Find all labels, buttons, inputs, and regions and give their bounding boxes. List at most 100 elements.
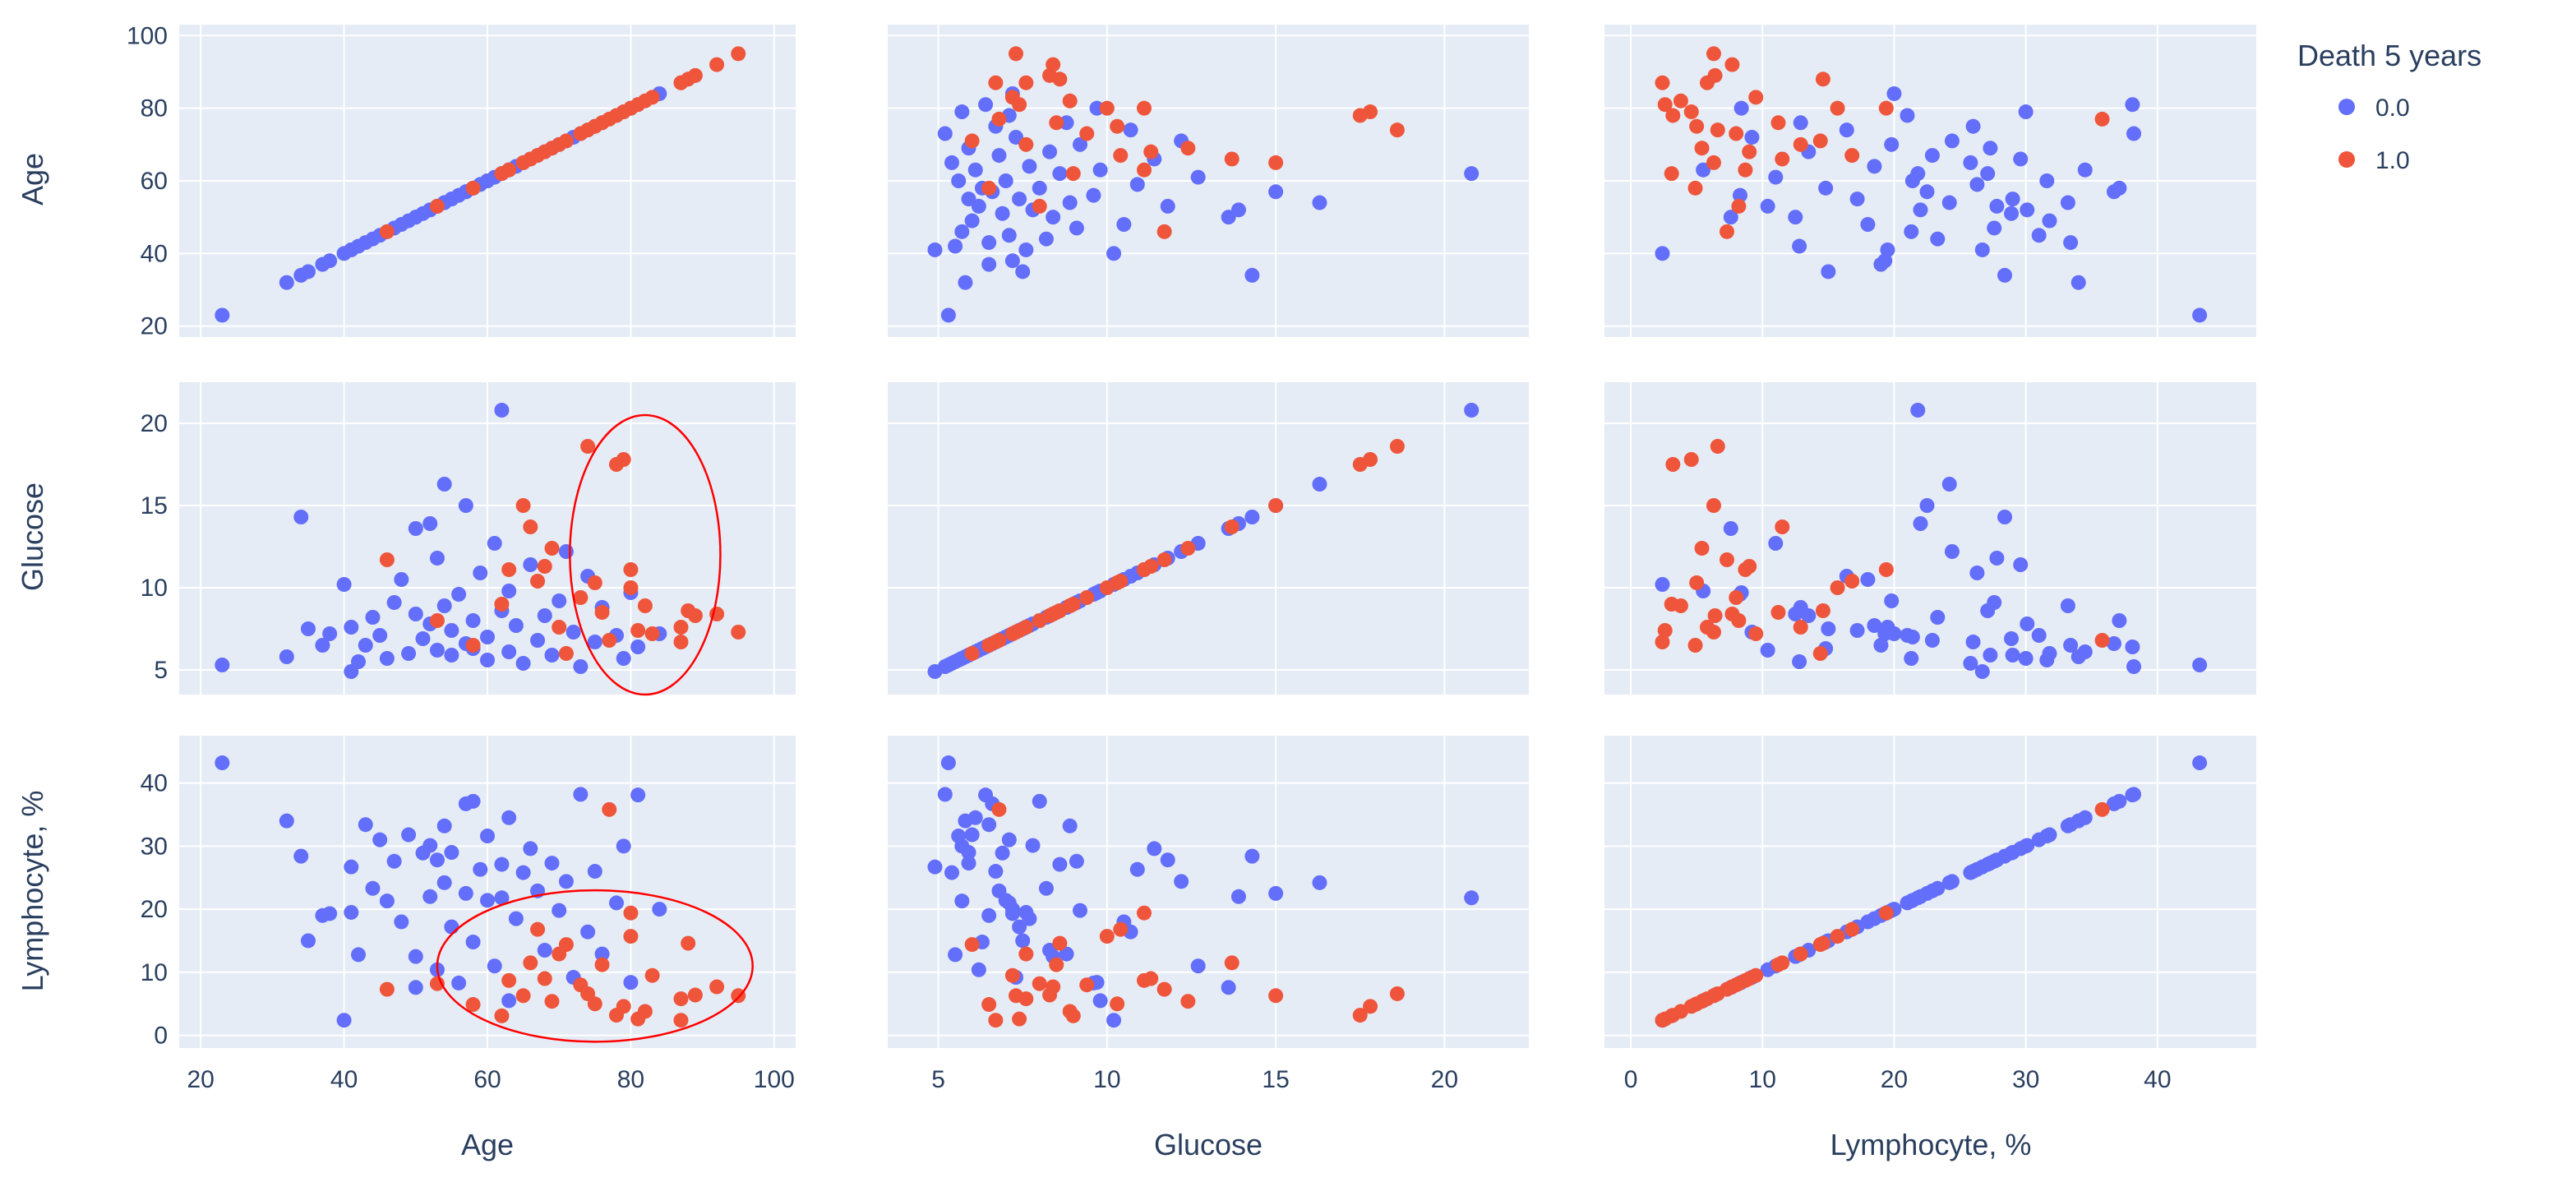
data-point-alive[interactable] xyxy=(1913,202,1928,218)
data-point-alive[interactable] xyxy=(1849,623,1865,638)
data-point-dead[interactable] xyxy=(1689,118,1705,134)
data-point-dead[interactable] xyxy=(1079,126,1095,141)
data-point-dead[interactable] xyxy=(465,180,481,196)
data-point-alive[interactable] xyxy=(1464,403,1480,418)
data-point-alive[interactable] xyxy=(386,595,402,610)
data-point-alive[interactable] xyxy=(501,810,517,825)
data-point-alive[interactable] xyxy=(215,658,230,672)
data-point-dead[interactable] xyxy=(644,626,660,641)
data-point-alive[interactable] xyxy=(279,649,294,664)
data-point-alive[interactable] xyxy=(616,651,631,666)
data-point-alive[interactable] xyxy=(1989,551,2005,566)
data-point-alive[interactable] xyxy=(2060,818,2075,833)
data-point-dead[interactable] xyxy=(1004,90,1020,105)
data-point-dead[interactable] xyxy=(964,937,980,953)
data-point-alive[interactable] xyxy=(1900,895,1915,911)
data-point-alive[interactable] xyxy=(954,224,970,239)
data-point-dead[interactable] xyxy=(1673,93,1688,109)
data-point-alive[interactable] xyxy=(1930,231,1946,247)
data-point-alive[interactable] xyxy=(1987,220,2002,236)
data-point-alive[interactable] xyxy=(978,787,994,803)
data-point-dead[interactable] xyxy=(2094,111,2110,127)
data-point-dead[interactable] xyxy=(637,1004,653,1019)
data-point-alive[interactable] xyxy=(1792,654,1807,669)
data-point-alive[interactable] xyxy=(408,949,423,964)
data-point-dead[interactable] xyxy=(1655,1013,1670,1028)
data-point-dead[interactable] xyxy=(687,67,703,83)
data-point-alive[interactable] xyxy=(1147,841,1162,856)
data-point-alive[interactable] xyxy=(480,630,495,644)
data-point-dead[interactable] xyxy=(673,991,689,1007)
data-point-alive[interactable] xyxy=(937,126,953,141)
data-point-dead[interactable] xyxy=(1687,180,1703,196)
data-point-alive[interactable] xyxy=(429,643,445,658)
data-point-alive[interactable] xyxy=(358,638,373,653)
data-point-alive[interactable] xyxy=(1073,903,1087,918)
data-point-alive[interactable] xyxy=(2004,205,2020,221)
data-point-dead[interactable] xyxy=(465,997,481,1013)
data-point-alive[interactable] xyxy=(1655,246,1670,261)
data-point-dead[interactable] xyxy=(1049,957,1064,972)
data-point-alive[interactable] xyxy=(961,856,976,871)
data-point-alive[interactable] xyxy=(552,903,567,918)
data-point-alive[interactable] xyxy=(501,993,517,1009)
data-point-alive[interactable] xyxy=(436,818,452,833)
data-point-alive[interactable] xyxy=(1860,217,1876,233)
data-point-dead[interactable] xyxy=(673,1013,689,1028)
data-point-alive[interactable] xyxy=(1062,818,1078,833)
data-point-dead[interactable] xyxy=(523,519,538,534)
data-point-alive[interactable] xyxy=(530,633,546,648)
data-point-alive[interactable] xyxy=(1129,177,1145,192)
data-point-alive[interactable] xyxy=(1997,267,2013,283)
data-point-alive[interactable] xyxy=(444,648,459,663)
data-point-alive[interactable] xyxy=(422,516,438,531)
data-point-alive[interactable] xyxy=(1849,192,1865,207)
data-point-alive[interactable] xyxy=(1839,122,1854,138)
data-point-dead[interactable] xyxy=(1729,126,1744,141)
data-point-dead[interactable] xyxy=(1156,981,1172,997)
data-point-dead[interactable] xyxy=(1009,46,1023,62)
data-point-alive[interactable] xyxy=(2018,104,2034,120)
data-point-alive[interactable] xyxy=(1867,159,1882,174)
data-point-alive[interactable] xyxy=(1924,148,1940,164)
data-point-dead[interactable] xyxy=(1009,625,1023,639)
data-point-alive[interactable] xyxy=(365,880,381,896)
data-point-alive[interactable] xyxy=(1464,890,1480,906)
data-point-dead[interactable] xyxy=(1268,155,1284,170)
data-point-dead[interactable] xyxy=(501,162,517,178)
data-point-alive[interactable] xyxy=(995,845,1010,861)
data-point-dead[interactable] xyxy=(964,646,980,661)
data-point-alive[interactable] xyxy=(1244,267,1260,283)
data-point-alive[interactable] xyxy=(1116,217,1132,233)
data-point-alive[interactable] xyxy=(1042,144,1058,159)
data-point-dead[interactable] xyxy=(1018,75,1034,90)
data-point-alive[interactable] xyxy=(2031,628,2047,643)
data-point-alive[interactable] xyxy=(1230,202,1246,218)
data-point-dead[interactable] xyxy=(1143,144,1159,159)
data-point-alive[interactable] xyxy=(429,852,445,868)
data-point-alive[interactable] xyxy=(991,883,1007,898)
data-point-alive[interactable] xyxy=(379,651,395,666)
data-point-dead[interactable] xyxy=(1719,224,1734,239)
data-point-alive[interactable] xyxy=(1018,242,1034,257)
data-point-dead[interactable] xyxy=(687,608,703,623)
data-point-alive[interactable] xyxy=(1004,253,1020,269)
data-point-alive[interactable] xyxy=(1913,516,1928,531)
data-point-dead[interactable] xyxy=(1180,541,1196,556)
data-point-dead[interactable] xyxy=(594,605,610,620)
data-point-alive[interactable] xyxy=(1793,115,1808,131)
data-point-alive[interactable] xyxy=(1190,958,1206,974)
data-point-dead[interactable] xyxy=(681,935,696,951)
data-point-dead[interactable] xyxy=(1180,994,1196,1009)
data-point-dead[interactable] xyxy=(1018,136,1034,152)
data-point-alive[interactable] xyxy=(1965,635,1981,649)
data-point-alive[interactable] xyxy=(2042,213,2057,229)
data-point-alive[interactable] xyxy=(458,498,473,513)
data-point-dead[interactable] xyxy=(544,994,560,1009)
data-point-dead[interactable] xyxy=(1844,921,1860,937)
data-point-dead[interactable] xyxy=(981,180,997,196)
data-point-dead[interactable] xyxy=(673,620,689,635)
data-point-alive[interactable] xyxy=(1768,536,1784,551)
data-point-dead[interactable] xyxy=(623,929,639,944)
data-point-alive[interactable] xyxy=(587,864,602,880)
